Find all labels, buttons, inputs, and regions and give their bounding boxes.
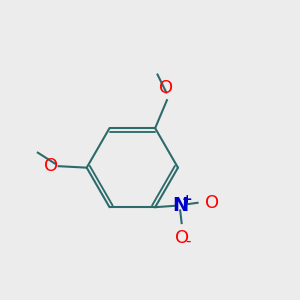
Text: N: N [172, 196, 188, 215]
Text: -: - [185, 234, 191, 249]
Text: +: + [181, 193, 192, 206]
Text: O: O [159, 79, 173, 97]
Text: O: O [44, 157, 58, 175]
Text: O: O [175, 229, 189, 247]
Text: O: O [205, 194, 219, 212]
